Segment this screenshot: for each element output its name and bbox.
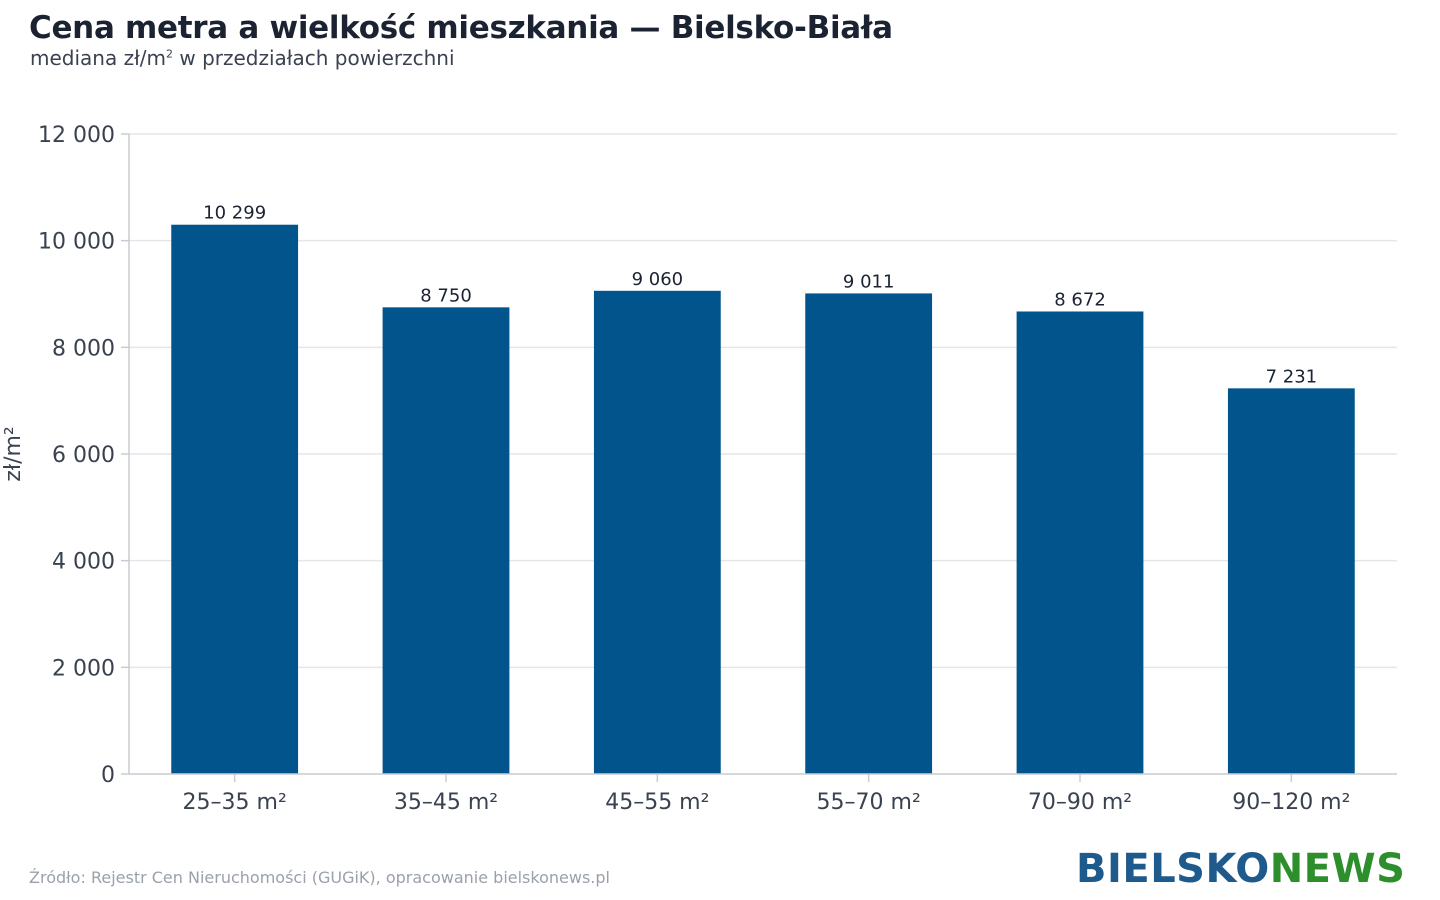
y-tick-label: 8 000	[52, 336, 115, 361]
bars	[171, 224, 1355, 775]
x-category-label: 25–35 m²	[183, 790, 287, 815]
subtitle-text-end: w przedziałach powierzchni	[173, 46, 455, 70]
bar-value-label: 8 672	[1054, 289, 1106, 310]
bar	[593, 290, 721, 774]
bar-value-label: 8 750	[420, 285, 472, 306]
source-note: Źródło: Rejestr Cen Nieruchomości (GUGiK…	[29, 868, 610, 887]
y-tick-label: 6 000	[52, 443, 115, 468]
x-category-label: 55–70 m²	[817, 790, 921, 815]
bar-value-label: 7 231	[1266, 366, 1318, 387]
chart-title: Cena metra a wielkość mieszkania — Biels…	[29, 10, 893, 46]
bielskonews-logo: BIELSKONEWS	[1076, 845, 1405, 893]
y-tick-label: 4 000	[52, 550, 115, 575]
bar-value-label: 9 011	[843, 271, 895, 292]
subtitle-superscript: 2	[166, 47, 173, 61]
y-tick-label: 12 000	[38, 123, 115, 148]
y-tick-label: 2 000	[52, 656, 115, 681]
y-tick-label: 0	[101, 763, 115, 788]
bar	[171, 224, 299, 775]
logo-text-bielsko: BIELSKO	[1076, 846, 1270, 892]
bar	[805, 293, 933, 774]
bar	[1227, 388, 1355, 774]
x-category-label: 45–55 m²	[605, 790, 709, 815]
bar-value-label: 9 060	[632, 269, 684, 290]
subtitle-text-start: mediana zł/m	[30, 46, 166, 70]
bar	[382, 307, 510, 774]
y-tick-label: 10 000	[38, 230, 115, 255]
y-axis-label: zł/m²	[1, 426, 26, 481]
gridlines	[129, 133, 1397, 669]
bar	[1016, 311, 1144, 774]
value-labels: 10 299 8 750 9 060 9 011 8 672 7 231	[203, 203, 1317, 388]
x-category-label: 35–45 m²	[394, 790, 498, 815]
axes: 0 2 000 4 000 6 000 8 000 10 000 12 000 25–35 m…	[38, 123, 1397, 815]
x-category-label: 70–90 m²	[1028, 790, 1132, 815]
bar-value-label: 10 299	[203, 203, 266, 224]
logo-text-news: NEWS	[1269, 846, 1406, 892]
chart-subtitle: mediana zł/m2 w przedziałach powierzchni	[30, 46, 455, 70]
x-category-label: 90–120 m²	[1232, 790, 1350, 815]
